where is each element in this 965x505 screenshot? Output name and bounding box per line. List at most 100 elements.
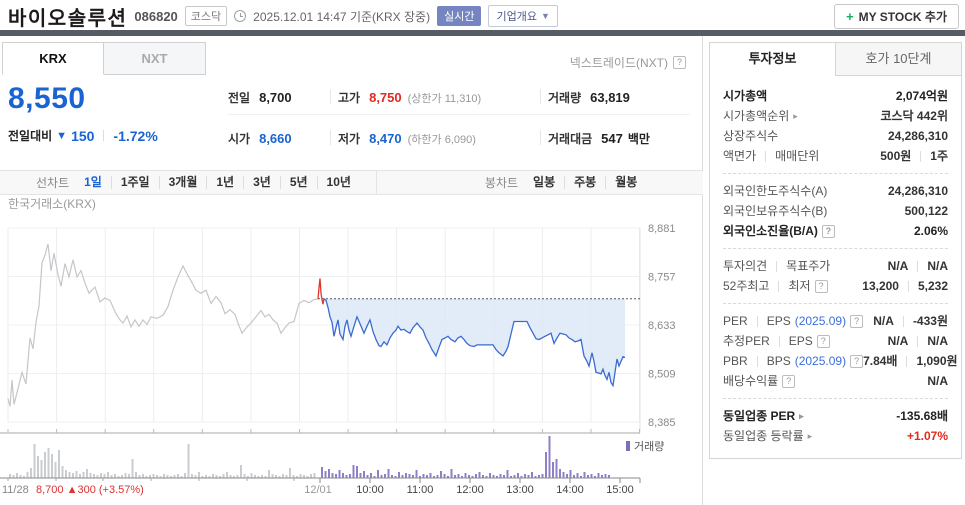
range-option[interactable]: 3개월 [158,176,207,189]
company-overview-label: 기업개요 [496,11,537,23]
page-header: 바이오솔루션 086820 코스닥 2025.12.01 14:47 기준(KR… [0,0,965,30]
lower-limit: (하한가 6,090) [407,134,476,146]
market-tab-krx[interactable]: KRX [2,42,104,75]
info-label[interactable]: 동일업종 PER ▸ [723,406,804,426]
prev-close-cell: 전일 8,700 [228,90,292,105]
help-icon[interactable]: ? [850,354,864,368]
svg-text:14:00: 14:00 [556,484,584,496]
company-overview-button[interactable]: 기업개요 ▼ [488,5,558,27]
info-value: N/A -433원 [873,314,948,328]
svg-text:거래량: 거래량 [634,440,664,453]
divider [723,248,948,249]
info-label[interactable]: 동일업종 등락률 ▸ [723,426,812,446]
info-label: 외국인소진율(B/A)? [723,221,835,241]
svg-text:13:00: 13:00 [506,484,534,496]
low-cell: 저가 8,470 (하한가 6,090) [338,131,476,146]
chevron-down-icon: ▼ [540,11,550,21]
stock-code: 086820 [134,8,178,24]
range-option[interactable]: 1년 [206,176,243,189]
info-value: N/A N/A [887,334,948,348]
tab-investment-info[interactable]: 투자정보 [710,43,836,76]
info-label[interactable]: 시가총액순위 ▸ [723,106,798,126]
info-row: 액면가 매매단위 500원 1주 [723,146,948,166]
range-option[interactable]: 3년 [243,176,280,189]
help-icon[interactable]: ? [673,56,686,69]
range-option[interactable]: 10년 [316,176,360,189]
nxt-link[interactable]: 넥스트레이드(NXT) ? [570,54,686,71]
divider [540,89,541,104]
candle-options: 일봉 주봉 월봉 [524,176,646,189]
info-tabs: 투자정보 호가 10단계 [710,43,961,76]
my-stock-label: MY STOCK 추가 [858,9,947,24]
chart-controls: 선차트 1일 1주일 3개월 1년 3년 5년 10년 봉차트 일봉 주봉 월봉 [0,170,703,195]
clock-icon [234,10,247,22]
range-option[interactable]: 1일 [84,175,102,189]
divider [723,173,948,174]
info-label: 배당수익률? [723,371,796,391]
svg-text:15:00: 15:00 [606,484,634,496]
divider [723,303,948,304]
info-label: 외국인보유주식수(B) [723,204,828,218]
svg-text:한국거래소(KRX): 한국거래소(KRX) [8,197,96,211]
svg-text:12/01: 12/01 [304,484,332,496]
divider [375,171,377,194]
divider [228,114,690,115]
info-label: PER EPS (2025.09)? [723,311,864,331]
candle-chart-label: 봉차트 [484,176,519,190]
info-label: 추정PER EPS? [723,331,830,351]
range-option[interactable]: 5년 [279,176,317,189]
realtime-badge: 실시간 [437,6,482,26]
arrow-right-icon: ▸ [807,431,813,441]
svg-text:8,633: 8,633 [648,320,676,332]
info-row: PBR BPS (2025.09)? 7.84배 1,090원 [723,351,958,371]
info-value: 24,286,310 [887,184,948,198]
change-percent: -1.72% [113,127,158,144]
quote-datetime: 2025.12.01 14:47 [253,9,347,24]
candle-option[interactable]: 월봉 [605,176,646,189]
svg-text:10:00: 10:00 [356,484,384,496]
info-row: 외국인한도주식수(A) 24,286,310 [723,181,948,201]
info-row: 배당수익률? N/A [723,371,948,391]
plus-icon: + [846,8,854,24]
svg-text:8,385: 8,385 [648,417,676,429]
price-chart-svg[interactable]: 8,881 8,757 8,633 8,509 8,385 한국거래소(KRX) 거래량 11… [0,194,700,505]
divider [330,89,331,104]
info-row: 상장주식수 24,286,310 [723,126,948,146]
help-icon[interactable]: ? [821,224,835,238]
info-value: -135.68배 [896,409,948,423]
info-row: 외국인보유주식수(B) 500,122 [723,201,948,221]
info-value: 코스닥 442위 [880,109,948,123]
open-cell: 시가 8,660 [228,131,292,146]
help-icon[interactable]: ? [816,334,830,348]
header-divider [0,30,965,36]
divider [103,130,105,141]
help-icon[interactable]: ? [850,314,864,328]
line-chart-label: 선차트 [36,176,70,190]
info-row: 동일업종 등락률 ▸ +1.07% [723,426,948,446]
info-label: 투자의견 목표주가 [723,259,831,273]
svg-text:11/28: 11/28 [2,484,29,496]
my-stock-add-button[interactable]: + MY STOCK 추가 [834,3,959,29]
help-icon[interactable]: ? [782,374,796,388]
info-value: +1.07% [906,429,948,443]
divider [330,130,331,145]
info-value: 500,122 [904,204,948,218]
market-tab-nxt[interactable]: NXT [104,42,206,75]
info-row: 시가총액 2,074억원 [723,86,948,106]
info-row: PER EPS (2025.09)? N/A -433원 [723,311,948,331]
svg-text:8,881: 8,881 [648,223,676,235]
info-label: 액면가 매매단위 [723,149,820,163]
range-option[interactable]: 1주일 [110,176,159,189]
info-row: 투자의견 목표주가 N/A N/A [723,256,948,276]
candle-option[interactable]: 일봉 [533,175,556,189]
info-value: 2.06% [913,224,948,238]
info-value: N/A N/A [887,259,948,273]
svg-text:8,700 ▲300 (+3.57%): 8,700 ▲300 (+3.57%) [36,484,144,496]
tab-orderbook-10[interactable]: 호가 10단계 [836,43,961,76]
current-price: 8,550 [8,82,86,115]
help-icon[interactable]: ? [814,279,828,293]
candle-option[interactable]: 주봉 [564,176,605,189]
info-row: 추정PER EPS? N/A N/A [723,331,948,351]
